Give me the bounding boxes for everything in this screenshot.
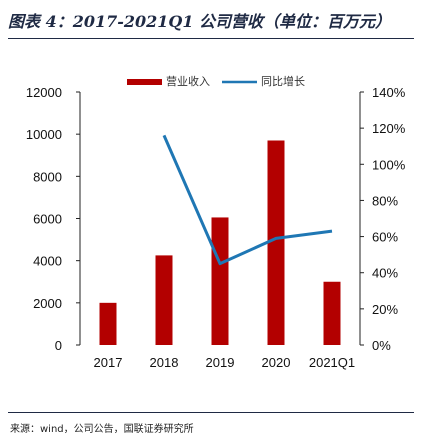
- left-axis-tick-label: 0: [55, 338, 62, 353]
- x-axis-tick-label: 2017: [94, 355, 123, 370]
- legend-label-revenue: 营业收入: [166, 74, 210, 88]
- right-axis-tick-label: 20%: [372, 302, 398, 317]
- revenue-bar: [323, 281, 341, 345]
- figure-title: 图表 4：2017-2021Q1 公司营收（单位：百万元）: [8, 12, 392, 31]
- left-axis-tick-label: 12000: [26, 85, 62, 100]
- revenue-bar: [155, 255, 173, 345]
- right-axis-tick-label: 0%: [372, 338, 391, 353]
- source-divider: [8, 412, 414, 413]
- title-divider: [8, 38, 414, 39]
- right-axis-tick-label: 40%: [372, 266, 398, 281]
- revenue-bar: [99, 302, 117, 345]
- yoy-growth-line: [162, 134, 333, 266]
- x-axis-tick-label: 2018: [150, 355, 179, 370]
- right-axis-tick-label: 100%: [372, 157, 406, 172]
- revenue-bar: [267, 140, 285, 345]
- left-axis-tick-label: 4000: [33, 254, 62, 269]
- right-axis-tick-label: 60%: [372, 230, 398, 245]
- x-axis-tick-label: 2020: [262, 355, 291, 370]
- source-note: 来源：wind，公司公告，国联证券研究所: [10, 424, 194, 435]
- right-axis-tick-label: 120%: [372, 121, 406, 136]
- right-axis-tick-label: 80%: [372, 193, 398, 208]
- left-axis-tick-label: 8000: [33, 169, 62, 184]
- legend-label-growth: 同比增长: [261, 74, 305, 88]
- x-axis-tick-label: 2021Q1: [309, 355, 355, 370]
- legend-swatch-revenue: [127, 79, 162, 85]
- left-axis-tick-label: 10000: [26, 127, 62, 142]
- x-axis-tick-label: 2019: [206, 355, 235, 370]
- revenue-bar: [211, 217, 229, 345]
- left-axis-tick-label: 6000: [33, 212, 62, 227]
- left-axis-tick-label: 2000: [33, 296, 62, 311]
- right-axis-tick-label: 140%: [372, 85, 406, 100]
